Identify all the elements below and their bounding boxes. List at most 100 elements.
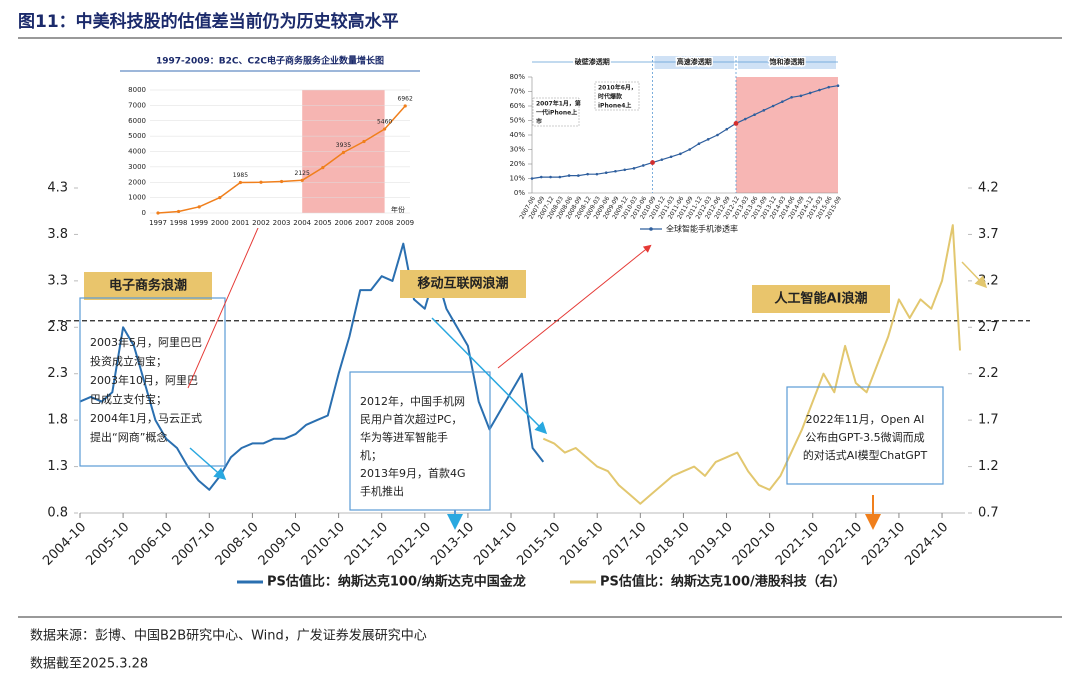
- y2-tick-label: 1.7: [978, 413, 999, 428]
- x-tick-label: 2019-10: [687, 520, 736, 569]
- y2-tick-label: 4.2: [978, 181, 999, 196]
- y-tick-label: 2000: [128, 178, 146, 186]
- annotation-line: 2003年5月，阿里巴巴: [90, 335, 202, 349]
- annotation-box: [594, 81, 640, 111]
- point: [177, 209, 181, 214]
- value-label: 1985: [233, 172, 248, 179]
- phase-point: [733, 121, 739, 126]
- x-tick-label: 2010-10: [299, 520, 348, 569]
- arrow: [497, 244, 652, 369]
- point: [660, 158, 664, 161]
- value-label: 3935: [336, 142, 351, 149]
- wave-label-box: [84, 272, 212, 300]
- source-note: 数据来源：彭博、中国B2B研究中心、Wind，广发证券发展研究中心: [30, 628, 427, 644]
- y-tick-label: 5000: [128, 132, 146, 140]
- chart-title: 图11：中美科技股的估值差当前仍为历史较高水平: [18, 11, 399, 32]
- annotation-line: 华为等进军智能手: [360, 430, 448, 444]
- x-tick-label: 2002: [252, 219, 270, 227]
- point: [383, 127, 387, 131]
- y2-tick-label: 0.7: [978, 506, 999, 521]
- point: [781, 100, 784, 103]
- annotation-box: [532, 97, 580, 127]
- point: [539, 175, 543, 179]
- point: [799, 94, 803, 98]
- y-tick-label: 7000: [128, 101, 146, 109]
- y-tick-label: 0: [142, 209, 146, 217]
- x-tick-label: 1997: [149, 219, 167, 227]
- point: [558, 175, 562, 179]
- inset-title: 1997-2009：B2C、C2C电子商务服务企业数量增长图: [156, 55, 384, 67]
- y2-tick-label: 1.2: [978, 459, 999, 474]
- y-tick-label: 60%: [509, 102, 525, 110]
- y-tick-label: 8000: [128, 86, 146, 94]
- annotation-box: [79, 297, 226, 467]
- legend-label: PS估值比：纳斯达克100/港股科技（右）: [600, 574, 846, 590]
- x-tick-label: 2009-10: [256, 520, 305, 569]
- y-tick-label: 1000: [128, 194, 146, 202]
- annotation-line: 一代iPhone上: [536, 109, 577, 117]
- point: [679, 152, 682, 156]
- x-tick-label: 2001: [231, 219, 249, 227]
- phase-label: 高速渗透期: [677, 57, 712, 66]
- x-tick-label: 2017-10: [601, 520, 650, 569]
- y-tick-label: 30%: [509, 146, 525, 154]
- y-tick-label: 40%: [509, 131, 525, 139]
- point: [836, 84, 840, 87]
- x-tick-label: 2005: [314, 219, 332, 227]
- x-tick-label: 2006-10: [126, 520, 175, 569]
- wave-label-box: [752, 285, 890, 313]
- series-line: [79, 242, 545, 491]
- x-tick-label: 2006: [334, 219, 352, 227]
- value-label: 5460: [377, 119, 392, 126]
- y-tick-label: 10%: [509, 175, 525, 183]
- phase-label: 破壁渗透期: [575, 57, 610, 66]
- annotation-line: 2012年，中国手机网: [360, 394, 465, 408]
- point: [156, 211, 160, 215]
- x-tick-label: 2008-10: [213, 520, 262, 569]
- date-note: 数据截至2025.3.28: [30, 657, 148, 672]
- wave-label: 移动互联网浪潮: [417, 276, 508, 292]
- point: [753, 113, 756, 116]
- point: [218, 196, 222, 200]
- shade: [736, 77, 838, 193]
- x-tick-label: 2007: [355, 219, 373, 227]
- point: [604, 171, 608, 174]
- y-tick-label: 3.8: [47, 227, 68, 242]
- x-tick-label: 2005-10: [83, 520, 132, 569]
- annotation-box: [786, 386, 944, 485]
- x-tick-label: 2008: [376, 219, 394, 227]
- x-tick-label: 2004-10: [40, 520, 89, 569]
- x-axis-label: 年份: [391, 205, 405, 214]
- point: [623, 168, 627, 172]
- x-tick-label: 2013-10: [428, 520, 477, 569]
- phase-box: [738, 56, 836, 69]
- point: [818, 88, 821, 92]
- point: [586, 172, 589, 176]
- arrow: [189, 447, 227, 480]
- y-tick-label: 4.3: [47, 181, 68, 196]
- value-label: 6962: [398, 95, 413, 102]
- x-tick-label: 2023-10: [859, 520, 908, 569]
- point: [669, 155, 673, 159]
- y-tick-label: 3.3: [47, 273, 68, 288]
- arrow: [961, 261, 988, 289]
- arrow: [431, 317, 548, 435]
- phase-box: [654, 56, 734, 69]
- point: [614, 169, 617, 173]
- point: [549, 175, 552, 179]
- point: [632, 167, 636, 170]
- wave-label: 电子商务浪潮: [109, 278, 187, 294]
- wave-label-box: [400, 270, 526, 298]
- point: [771, 104, 775, 108]
- y-tick-label: 1.3: [47, 459, 68, 474]
- x-tick-label: 2018-10: [644, 520, 693, 569]
- annotation-line: 的对话式AI模型ChatGPT: [803, 448, 928, 462]
- point: [790, 96, 793, 99]
- point: [725, 127, 729, 131]
- annotation-line: 2013年9月，首款4G: [360, 466, 466, 480]
- point: [762, 109, 766, 112]
- y-tick-label: 6000: [128, 117, 146, 125]
- annotation-line: 2010年6月，: [598, 84, 637, 92]
- point: [280, 179, 284, 184]
- annotation-line: 民用户首次超过PC，: [360, 412, 462, 426]
